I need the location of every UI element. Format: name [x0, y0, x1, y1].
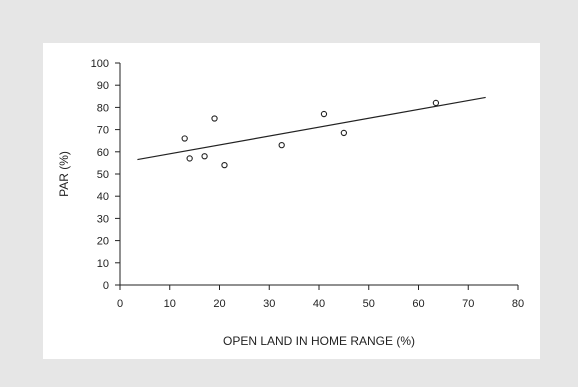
data-point	[186, 155, 193, 162]
y-tick-label: 80	[97, 102, 109, 114]
y-tick-label: 20	[97, 236, 109, 248]
y-tick-label: 30	[97, 213, 109, 225]
x-tick-label: 20	[213, 298, 225, 310]
trendline-group	[137, 96, 486, 161]
x-tick-label: 40	[313, 298, 325, 310]
data-point	[181, 135, 188, 142]
x-tick-label: 80	[512, 298, 524, 310]
trendline	[137, 96, 486, 161]
data-point	[320, 110, 328, 118]
y-axis-title: PAR (%)	[57, 151, 71, 197]
data-points	[181, 99, 440, 169]
data-point	[221, 161, 228, 169]
y-tick-label: 90	[97, 80, 109, 92]
y-tick-label: 70	[97, 125, 109, 137]
x-tick-label: 10	[164, 298, 176, 310]
x-axis: 0 10 20 30 40 50 60 70 80	[117, 284, 524, 310]
data-point	[278, 141, 285, 149]
x-tick-label: 30	[263, 298, 275, 310]
data-point	[340, 129, 348, 137]
y-tick-label: 0	[103, 280, 109, 292]
data-point	[201, 153, 208, 160]
y-tick-label: 60	[97, 147, 109, 159]
data-point	[432, 99, 440, 107]
data-point	[211, 115, 218, 122]
y-tick-label: 50	[97, 169, 109, 181]
x-tick-label: 70	[462, 298, 474, 310]
chart-panel	[43, 43, 540, 359]
y-tick-label: 100	[91, 58, 109, 70]
x-tick-label: 50	[363, 298, 375, 310]
y-tick-label: 10	[97, 258, 109, 270]
y-axis: 0 10 20 30 40 50 60 70 80 90 100	[91, 58, 121, 292]
x-tick-label: 60	[412, 298, 424, 310]
x-axis-title: OPEN LAND IN HOME RANGE (%)	[223, 334, 415, 348]
x-tick-label: 0	[117, 298, 123, 310]
y-tick-label: 40	[97, 191, 109, 203]
